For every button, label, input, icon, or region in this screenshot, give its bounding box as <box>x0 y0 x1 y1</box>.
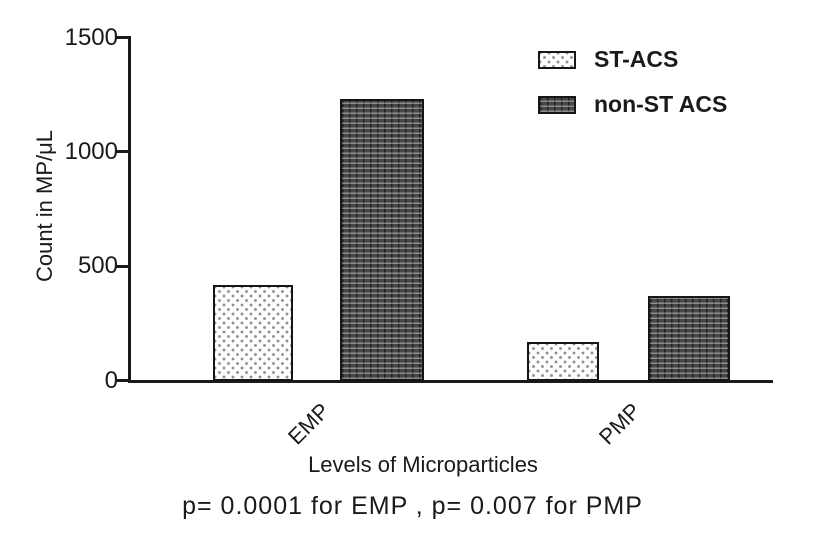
x-tick-label-pmp: PMP <box>594 398 646 450</box>
p-value-annotation: p= 0.0001 for EMP , p= 0.007 for PMP <box>182 492 643 520</box>
bar-st-acs-emp <box>213 285 293 381</box>
y-tick-label-500: 500 <box>77 252 118 279</box>
x-axis-title: Levels of Microparticles <box>308 452 538 477</box>
x-tick-label-emp: EMP <box>283 398 335 450</box>
x-axis-line <box>128 380 773 383</box>
bar-non-st-acs-pmp <box>648 296 730 381</box>
legend-swatch-non-st-acs <box>538 95 576 114</box>
y-tick-mark <box>116 150 128 153</box>
legend-label-non-st-acs: non-ST ACS <box>594 91 728 117</box>
legend: ST-ACS non-ST ACS <box>538 46 727 136</box>
bar-non-st-acs-emp <box>340 99 424 381</box>
y-tick-label-1000: 1000 <box>64 138 118 165</box>
legend-item-st-acs: ST-ACS <box>538 46 727 73</box>
y-axis-line <box>128 36 131 383</box>
y-tick-label-1500: 1500 <box>64 24 118 51</box>
y-tick-mark <box>116 265 128 268</box>
y-tick-label-0: 0 <box>104 367 118 394</box>
legend-label-st-acs: ST-ACS <box>594 46 679 72</box>
legend-item-non-st-acs: non-ST ACS <box>538 91 727 118</box>
legend-swatch-st-acs <box>538 50 576 69</box>
y-tick-mark <box>116 36 128 39</box>
y-axis-title-wrap: Count in MP/μL <box>22 30 68 382</box>
y-tick-mark <box>116 379 128 382</box>
bar-st-acs-pmp <box>527 342 599 381</box>
